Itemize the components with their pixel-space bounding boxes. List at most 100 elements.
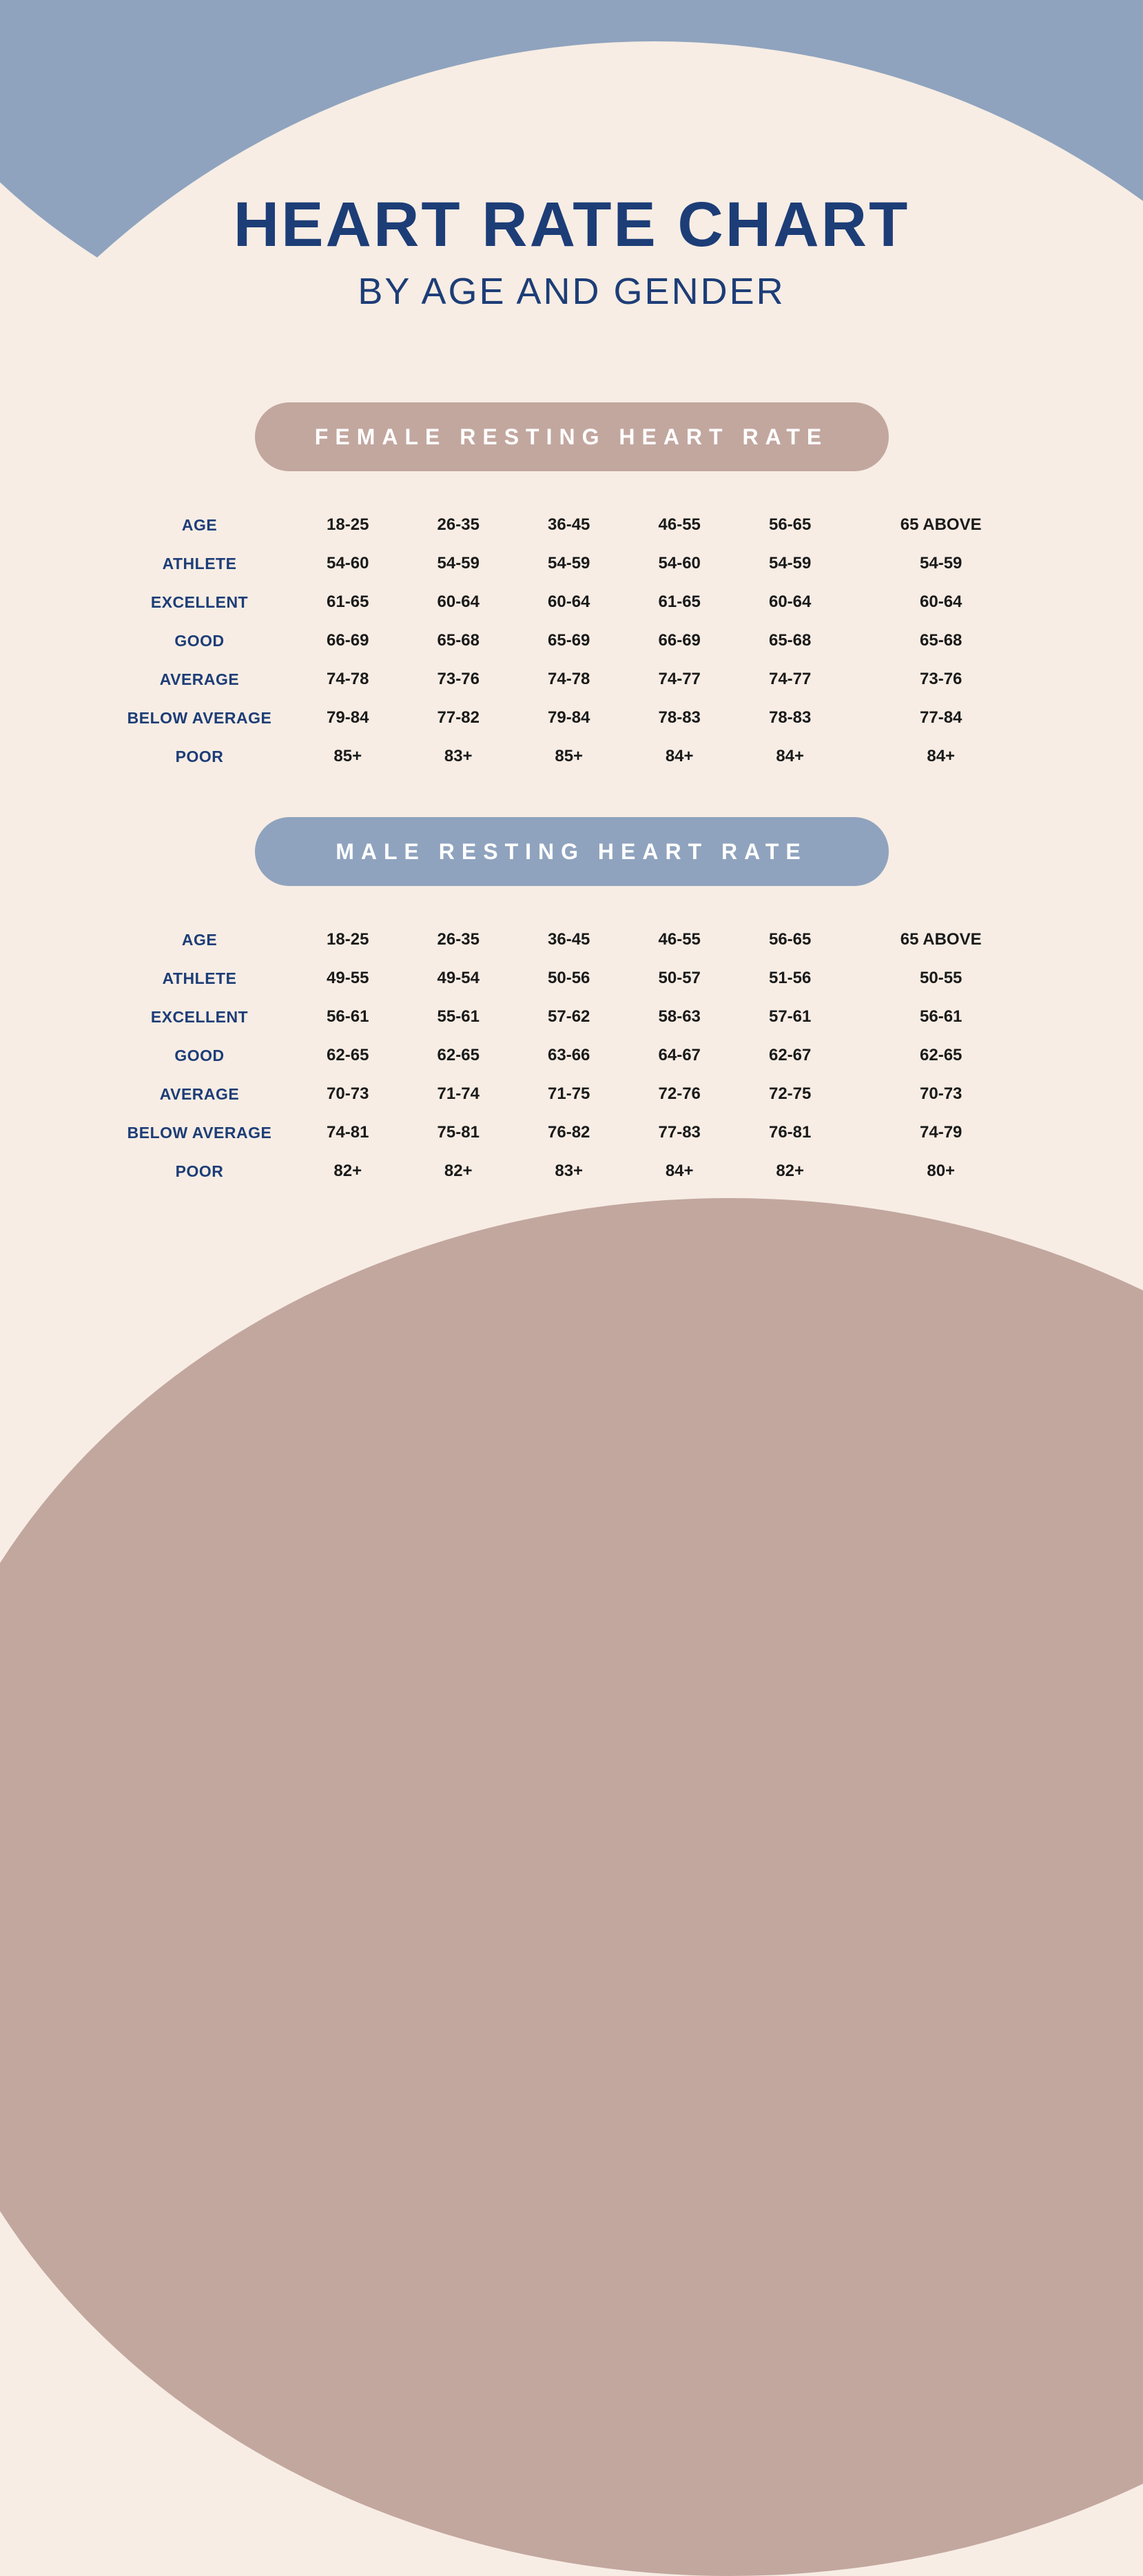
table-cell: 60-64: [513, 583, 624, 621]
table-cell: 74-77: [624, 660, 734, 699]
table-cell: 77-83: [624, 1113, 734, 1152]
row-label: AGE: [107, 506, 293, 544]
table-cell: 62-65: [845, 1036, 1037, 1075]
row-label: AVERAGE: [107, 1075, 293, 1113]
table-cell: 56-65: [734, 506, 845, 544]
table-cell: 56-61: [293, 998, 403, 1036]
table-cell: 56-61: [845, 998, 1037, 1036]
table-cell: 26-35: [403, 506, 513, 544]
table-cell: 79-84: [293, 699, 403, 737]
table-cell: 56-65: [734, 920, 845, 959]
table-row: AVERAGE 74-78 73-76 74-78 74-77 74-77 73…: [107, 660, 1037, 699]
row-label: EXCELLENT: [107, 583, 293, 621]
table-cell: 82+: [403, 1152, 513, 1191]
row-label: BELOW AVERAGE: [107, 1113, 293, 1152]
table-cell: 79-84: [513, 699, 624, 737]
table-cell: 61-65: [624, 583, 734, 621]
table-row: BELOW AVERAGE 79-84 77-82 79-84 78-83 78…: [107, 699, 1037, 737]
table-cell: 60-64: [845, 583, 1037, 621]
table-cell: 63-66: [513, 1036, 624, 1075]
table-cell: 62-67: [734, 1036, 845, 1075]
table-cell: 75-81: [403, 1113, 513, 1152]
table-cell: 66-69: [624, 621, 734, 660]
table-cell: 72-75: [734, 1075, 845, 1113]
table-cell: 71-74: [403, 1075, 513, 1113]
page-subtitle: BY AGE AND GENDER: [0, 270, 1143, 313]
table-cell: 72-76: [624, 1075, 734, 1113]
table-cell: 66-69: [293, 621, 403, 660]
table-cell: 36-45: [513, 920, 624, 959]
table-row: ATHLETE 49-55 49-54 50-56 50-57 51-56 50…: [107, 959, 1037, 998]
table-cell: 65-68: [845, 621, 1037, 660]
table-cell: 74-77: [734, 660, 845, 699]
table-row: AGE 18-25 26-35 36-45 46-55 56-65 65 ABO…: [107, 920, 1037, 959]
table-row: GOOD 66-69 65-68 65-69 66-69 65-68 65-68: [107, 621, 1037, 660]
row-label: EXCELLENT: [107, 998, 293, 1036]
row-label: BELOW AVERAGE: [107, 699, 293, 737]
table-cell: 54-60: [624, 544, 734, 583]
table-cell: 76-81: [734, 1113, 845, 1152]
table-cell: 77-82: [403, 699, 513, 737]
table-cell: 62-65: [293, 1036, 403, 1075]
table-cell: 74-81: [293, 1113, 403, 1152]
row-label: AGE: [107, 920, 293, 959]
table-cell: 54-59: [513, 544, 624, 583]
table-male: AGE 18-25 26-35 36-45 46-55 56-65 65 ABO…: [107, 920, 1037, 1191]
table-cell: 51-56: [734, 959, 845, 998]
table-row: GOOD 62-65 62-65 63-66 64-67 62-67 62-65: [107, 1036, 1037, 1075]
table-cell: 65-68: [734, 621, 845, 660]
table-cell: 49-54: [403, 959, 513, 998]
table-cell: 55-61: [403, 998, 513, 1036]
table-cell: 85+: [293, 737, 403, 776]
table-cell: 74-79: [845, 1113, 1037, 1152]
table-cell: 74-78: [293, 660, 403, 699]
table-cell: 46-55: [624, 506, 734, 544]
table-cell: 65 ABOVE: [845, 506, 1037, 544]
section-pill-female: FEMALE RESTING HEART RATE: [255, 402, 889, 471]
table-cell: 83+: [513, 1152, 624, 1191]
row-label: ATHLETE: [107, 959, 293, 998]
table-cell: 71-75: [513, 1075, 624, 1113]
table-cell: 74-78: [513, 660, 624, 699]
table-cell: 54-59: [845, 544, 1037, 583]
row-label: GOOD: [107, 621, 293, 660]
table-cell: 83+: [403, 737, 513, 776]
table-cell: 65 ABOVE: [845, 920, 1037, 959]
table-cell: 49-55: [293, 959, 403, 998]
row-label: AVERAGE: [107, 660, 293, 699]
table-cell: 84+: [845, 737, 1037, 776]
table-cell: 57-61: [734, 998, 845, 1036]
table-cell: 84+: [734, 737, 845, 776]
table-row: POOR 82+ 82+ 83+ 84+ 82+ 80+: [107, 1152, 1037, 1191]
table-cell: 70-73: [293, 1075, 403, 1113]
table-cell: 78-83: [624, 699, 734, 737]
content-container: HEART RATE CHART BY AGE AND GENDER FEMAL…: [0, 0, 1143, 1611]
table-cell: 70-73: [845, 1075, 1037, 1113]
table-cell: 50-57: [624, 959, 734, 998]
table-cell: 84+: [624, 1152, 734, 1191]
table-row: AVERAGE 70-73 71-74 71-75 72-76 72-75 70…: [107, 1075, 1037, 1113]
table-row: AGE 18-25 26-35 36-45 46-55 56-65 65 ABO…: [107, 506, 1037, 544]
table-cell: 64-67: [624, 1036, 734, 1075]
table-cell: 73-76: [403, 660, 513, 699]
table-row: BELOW AVERAGE 74-81 75-81 76-82 77-83 76…: [107, 1113, 1037, 1152]
table-female: AGE 18-25 26-35 36-45 46-55 56-65 65 ABO…: [107, 506, 1037, 776]
table-cell: 85+: [513, 737, 624, 776]
table-cell: 50-55: [845, 959, 1037, 998]
table-cell: 50-56: [513, 959, 624, 998]
table-cell: 60-64: [403, 583, 513, 621]
page-title: HEART RATE CHART: [0, 193, 1143, 256]
section-pill-male: MALE RESTING HEART RATE: [255, 817, 889, 886]
table-cell: 82+: [293, 1152, 403, 1191]
table-cell: 54-60: [293, 544, 403, 583]
table-row: POOR 85+ 83+ 85+ 84+ 84+ 84+: [107, 737, 1037, 776]
table-cell: 26-35: [403, 920, 513, 959]
table-cell: 80+: [845, 1152, 1037, 1191]
row-label: POOR: [107, 1152, 293, 1191]
table-cell: 73-76: [845, 660, 1037, 699]
table-cell: 60-64: [734, 583, 845, 621]
table-cell: 76-82: [513, 1113, 624, 1152]
table-cell: 65-69: [513, 621, 624, 660]
table-cell: 46-55: [624, 920, 734, 959]
table-cell: 84+: [624, 737, 734, 776]
